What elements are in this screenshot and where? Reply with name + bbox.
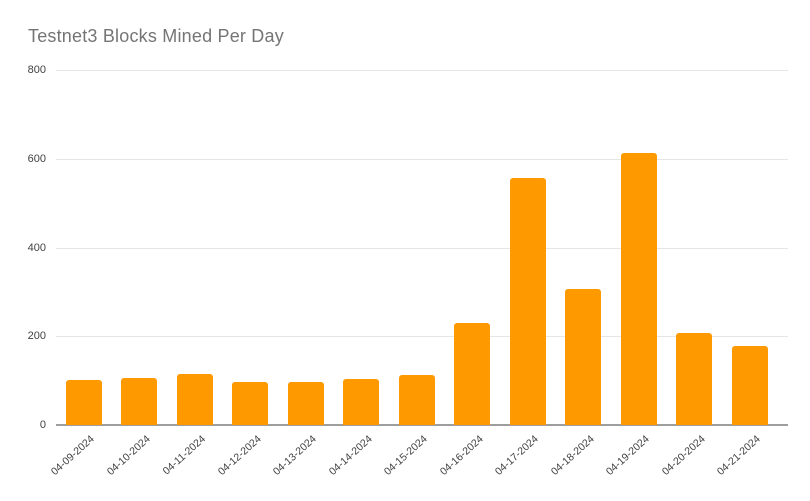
x-tick-label: 04-11-2024 xyxy=(160,433,208,478)
y-tick-label: 800 xyxy=(27,64,46,76)
bar-04-12-2024 xyxy=(232,381,269,425)
x-tick-label: 04-10-2024 xyxy=(104,433,153,478)
x-tick-label: 04-09-2024 xyxy=(48,433,97,478)
gridline xyxy=(56,336,788,338)
bar-04-09-2024 xyxy=(65,379,102,425)
x-tick-label: 04-14-2024 xyxy=(326,433,375,478)
y-tick-label: 0 xyxy=(39,419,46,431)
x-tick-label: 04-18-2024 xyxy=(548,433,597,478)
y-tick-label: 200 xyxy=(27,330,46,343)
gridline xyxy=(56,158,788,160)
x-tick-label: 04-21-2024 xyxy=(714,433,763,478)
bar-04-17-2024 xyxy=(509,177,546,425)
bar-04-14-2024 xyxy=(343,378,380,425)
bar-04-19-2024 xyxy=(620,153,657,425)
x-tick-label: 04-20-2024 xyxy=(659,433,708,478)
bar-04-13-2024 xyxy=(287,381,324,425)
bar-04-15-2024 xyxy=(398,374,435,425)
x-tick-label: 04-16-2024 xyxy=(437,433,486,478)
x-axis-line xyxy=(56,424,788,426)
bar-04-18-2024 xyxy=(565,288,602,425)
x-tick-label: 04-15-2024 xyxy=(381,433,430,478)
gridline xyxy=(56,70,788,71)
bar-04-20-2024 xyxy=(676,333,713,425)
x-tick-label: 04-19-2024 xyxy=(603,433,652,478)
bar-04-16-2024 xyxy=(454,322,491,425)
y-tick-label: 400 xyxy=(27,241,46,254)
bar-04-11-2024 xyxy=(176,373,213,425)
bar-04-21-2024 xyxy=(731,346,768,425)
chart-title: Testnet3 Blocks Mined Per Day xyxy=(28,26,284,46)
bar-04-10-2024 xyxy=(121,377,158,425)
x-tick-label: 04-12-2024 xyxy=(215,433,264,478)
x-tick-label: 04-13-2024 xyxy=(270,433,319,478)
y-tick-label: 600 xyxy=(27,152,46,165)
x-tick-label: 04-17-2024 xyxy=(492,433,541,478)
gridline xyxy=(56,247,788,249)
